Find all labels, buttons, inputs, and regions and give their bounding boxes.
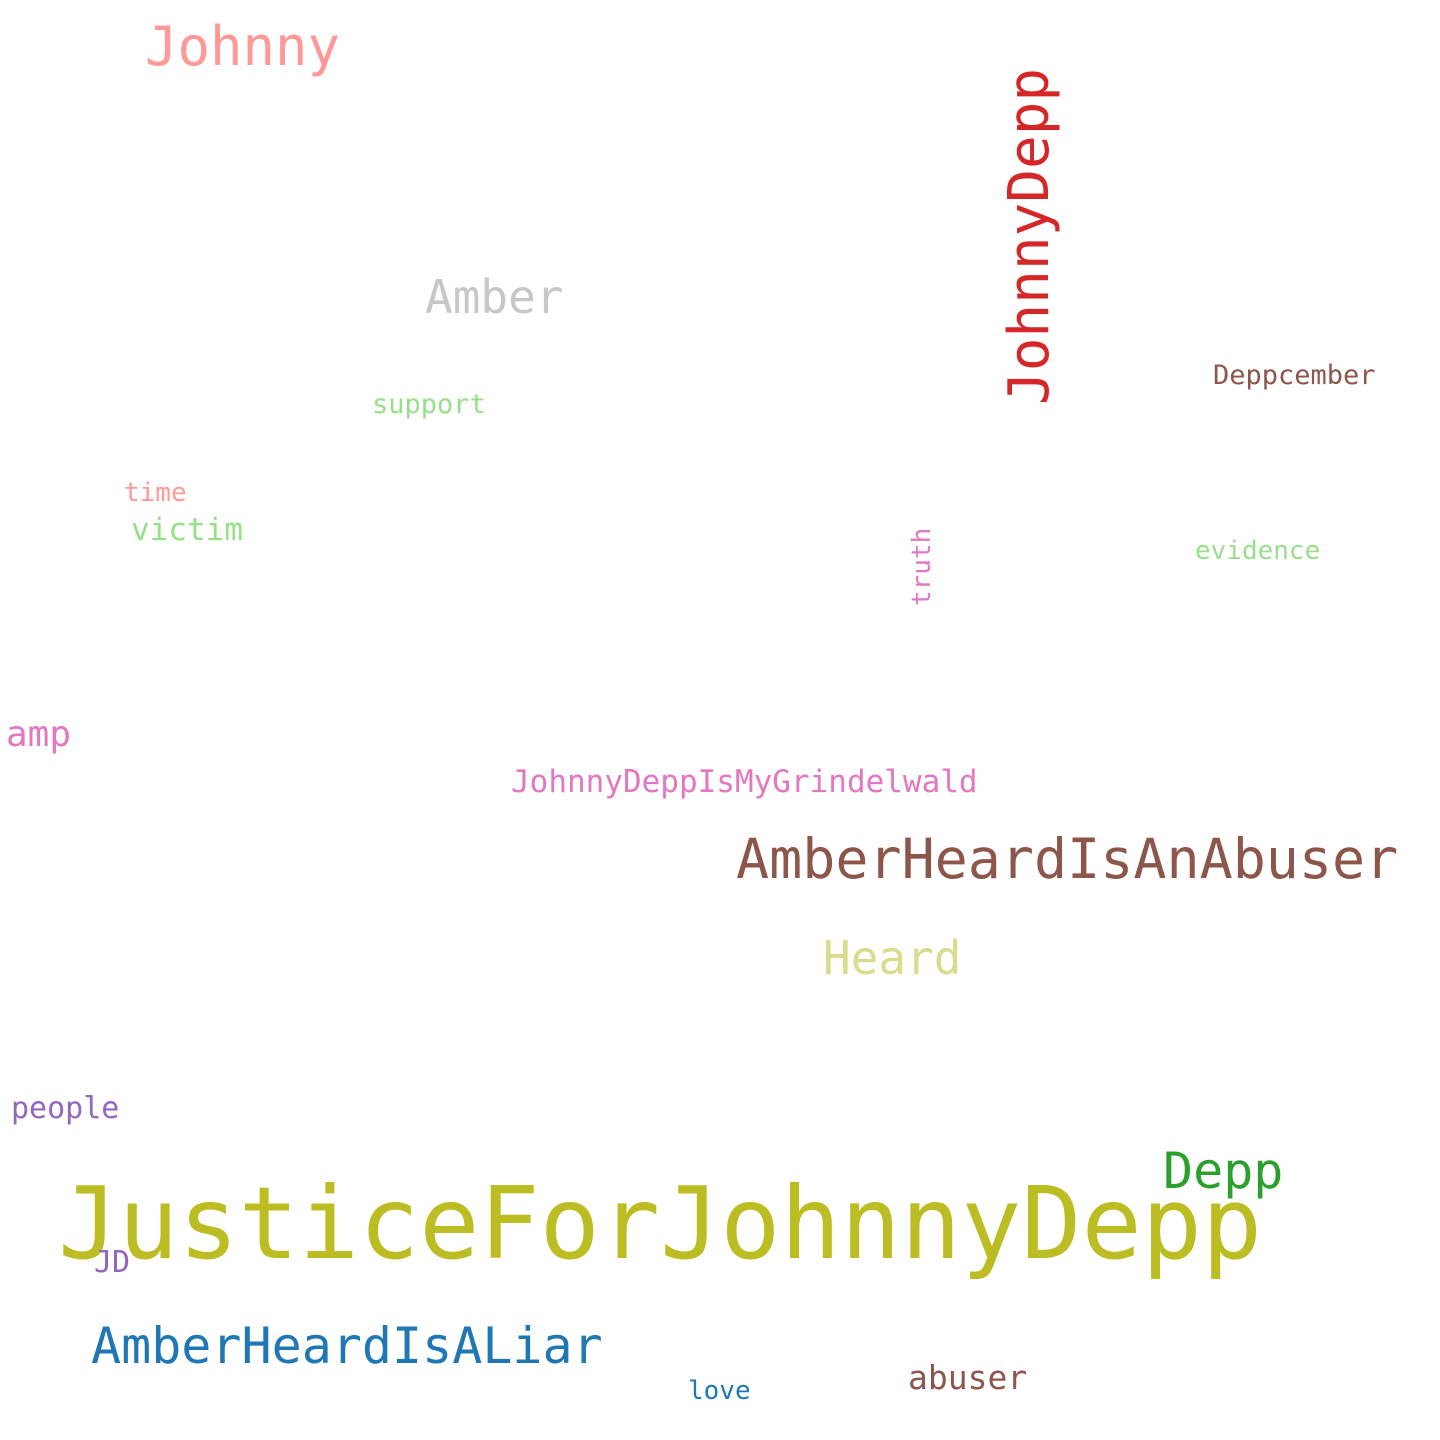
word-jd: JD [94, 1245, 131, 1280]
word-amber: Amber [425, 270, 564, 324]
word-amp: amp [6, 714, 72, 755]
word-love: love [688, 1376, 751, 1406]
word-justiceforjohnnydepp: JusticeForJohnnyDepp [58, 1165, 1263, 1282]
word-victim: victim [131, 512, 243, 548]
word-truth: truth [907, 527, 937, 606]
word-support: support [372, 389, 486, 420]
word-johnnydeppismygrindelwald: JohnnyDeppIsMyGrindelwald [511, 764, 978, 800]
word-time: time [124, 478, 187, 508]
word-heard: Heard [823, 931, 962, 985]
word-amberheardisaliar: AmberHeardIsALiar [91, 1317, 603, 1375]
word-evidence: evidence [1195, 536, 1321, 566]
word-johnny: Johnny [145, 15, 341, 78]
word-deppcember: Deppcember [1213, 360, 1376, 391]
word-johnnydepp: JohnnyDepp [997, 67, 1062, 405]
word-abuser: abuser [908, 1358, 1028, 1397]
word-amberheardisanabuser: AmberHeardIsAnAbuser [736, 827, 1399, 891]
word-depp: Depp [1163, 1142, 1284, 1200]
word-people: people [11, 1091, 120, 1126]
